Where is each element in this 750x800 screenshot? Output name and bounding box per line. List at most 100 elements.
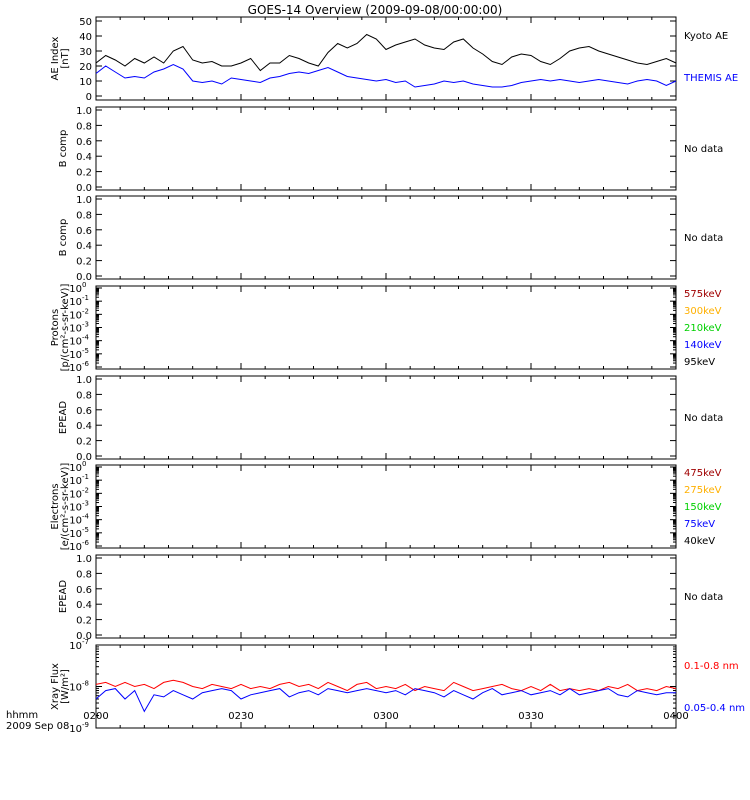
y-tick-exponent: -2 xyxy=(82,307,89,315)
series-line-0.1-0.8 nm xyxy=(95,679,677,692)
y-tick-label: 10 xyxy=(69,503,82,514)
legend-entry: 140keV xyxy=(684,340,722,351)
y-tick-label: 10 xyxy=(69,724,82,735)
y-tick-label: 1.0 xyxy=(76,106,92,117)
y-tick-label: 0.4 xyxy=(76,241,92,252)
y-tick-label: 10 xyxy=(69,683,82,694)
y-tick-label: 0.0 xyxy=(76,631,92,642)
y-tick-label: 0.2 xyxy=(76,168,92,179)
x-tick-label: 0230 xyxy=(228,711,253,722)
x-tick-label: 0400 xyxy=(663,711,688,722)
y-tick-label: 0.4 xyxy=(76,152,92,163)
y-tick-exponent: -7 xyxy=(82,638,89,646)
x-tick-label: 0300 xyxy=(373,711,398,722)
y-tick-label: 0.2 xyxy=(76,257,92,268)
series-line-Kyoto AE xyxy=(95,33,677,72)
y-axis-label: EPEAD xyxy=(58,580,69,614)
y-tick-label: 10 xyxy=(69,284,82,295)
y-tick-label: 0 xyxy=(86,92,92,103)
panel-b1: B comp 0.0 0.2 0.4 0.6 0.8 1.0 No data xyxy=(58,106,723,194)
panel-epead2: EPEAD 0.0 0.2 0.4 0.6 0.8 1.0 No data xyxy=(58,554,723,642)
y-tick-label: 0.8 xyxy=(76,210,92,221)
y-tick-exponent: -6 xyxy=(82,539,90,547)
y-tick-exponent: -4 xyxy=(82,334,90,342)
y-tick-label: 10 xyxy=(69,489,82,500)
legend-entry: 40keV xyxy=(684,536,715,547)
no-data-label: No data xyxy=(684,233,723,244)
y-tick-exponent: -6 xyxy=(82,360,90,368)
legend-entry: 475keV xyxy=(684,468,722,479)
y-axis-label: Xray Flux xyxy=(50,663,61,710)
y-tick-label: 0.2 xyxy=(76,437,92,448)
no-data-label: No data xyxy=(684,144,723,155)
y-tick-label: 0.6 xyxy=(76,585,92,596)
y-axis-label: [W/m²] xyxy=(60,669,71,704)
y-tick-label: 10 xyxy=(69,641,82,652)
no-data-label: No data xyxy=(684,592,723,603)
figure-title: GOES-14 Overview (2009-09-08/00:00:00) xyxy=(248,3,503,17)
y-tick-label: 0.0 xyxy=(76,452,92,463)
x-tick-label: 0330 xyxy=(518,711,543,722)
y-tick-exponent: -1 xyxy=(82,294,89,302)
y-tick-label: 20 xyxy=(79,62,92,73)
panel-frame xyxy=(95,16,677,101)
series-line-THEMIS AE xyxy=(95,63,677,88)
legend-entry: 575keV xyxy=(684,289,722,300)
panel-frame xyxy=(95,375,677,460)
y-tick-exponent: -9 xyxy=(82,721,89,729)
y-tick-label: 30 xyxy=(79,47,92,58)
y-axis-label: [p/(cm²-s-sr-keV)] xyxy=(60,284,71,372)
panel-frame xyxy=(95,554,677,639)
legend-entry: 275keV xyxy=(684,485,722,496)
y-tick-label: 10 xyxy=(69,310,82,321)
y-tick-label: 10 xyxy=(69,337,82,348)
y-axis-label: Protons xyxy=(50,309,61,346)
y-tick-label: 0.0 xyxy=(76,272,92,283)
panel-b2: B comp 0.0 0.2 0.4 0.6 0.8 1.0 No data xyxy=(58,195,723,283)
y-tick-exponent: -8 xyxy=(82,680,89,688)
y-tick-label: 0.4 xyxy=(76,421,92,432)
panel-frame xyxy=(95,106,677,191)
y-tick-exponent: -2 xyxy=(82,486,89,494)
y-tick-exponent: 0 xyxy=(82,281,86,289)
panel-epead1: EPEAD 0.0 0.2 0.4 0.6 0.8 1.0 No data xyxy=(58,375,723,463)
y-tick-label: 10 xyxy=(69,542,82,553)
footer-hhmm-label: hhmm xyxy=(6,710,38,721)
y-tick-exponent: -5 xyxy=(82,526,89,534)
legend-entry: 75keV xyxy=(684,519,715,530)
y-tick-exponent: 0 xyxy=(82,460,86,468)
y-tick-label: 10 xyxy=(69,350,82,361)
y-axis-label: AE Index xyxy=(50,36,61,80)
y-tick-label: 10 xyxy=(69,324,82,335)
y-tick-label: 1.0 xyxy=(76,554,92,565)
legend-entry: 0.1-0.8 nm xyxy=(684,661,739,672)
y-tick-label: 10 xyxy=(79,77,92,88)
panel-frame xyxy=(95,464,677,549)
legend-entry: THEMIS AE xyxy=(683,73,738,84)
footer-date-label: 2009 Sep 08 xyxy=(6,721,69,732)
y-tick-label: 10 xyxy=(69,463,82,474)
y-tick-label: 0.8 xyxy=(76,121,92,132)
legend-entry: 0.05-0.4 nm xyxy=(684,703,745,714)
no-data-label: No data xyxy=(684,413,723,424)
y-axis-label: [nT] xyxy=(60,48,71,68)
legend-entry: 210keV xyxy=(684,323,722,334)
y-tick-exponent: -1 xyxy=(82,473,89,481)
y-tick-label: 10 xyxy=(69,363,82,374)
x-axis: 0200 0230 0300 0330 0400 xyxy=(83,711,688,722)
y-axis-label: Electrons xyxy=(50,483,61,529)
legend-entry: 95keV xyxy=(684,357,715,368)
y-tick-label: 0.6 xyxy=(76,137,92,148)
legend-entry: Kyoto AE xyxy=(684,31,728,42)
x-tick-label: 0200 xyxy=(83,711,108,722)
panel-frame xyxy=(95,195,677,280)
y-tick-exponent: -3 xyxy=(82,321,89,329)
y-tick-label: 0.8 xyxy=(76,569,92,580)
y-axis-label: EPEAD xyxy=(58,401,69,435)
y-axis-label: B comp xyxy=(58,130,69,168)
y-tick-label: 1.0 xyxy=(76,195,92,206)
